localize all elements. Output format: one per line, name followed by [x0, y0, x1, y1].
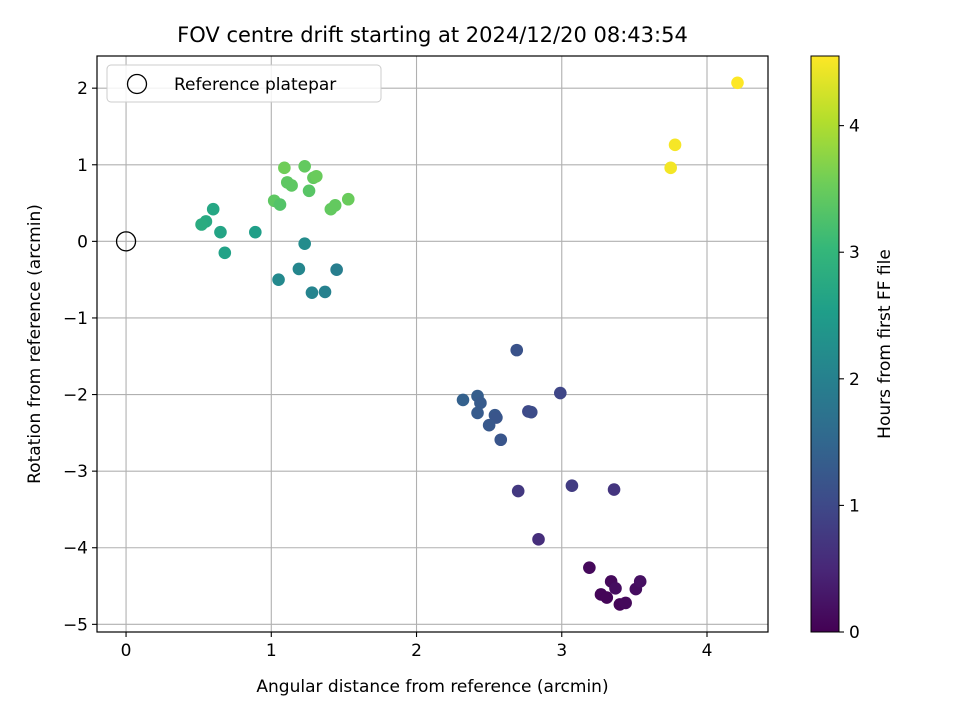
data-point — [482, 418, 496, 432]
chart-title: FOV centre drift starting at 2024/12/20 … — [177, 23, 688, 47]
colorbar-ticks: 0 1 2 3 4 — [839, 117, 860, 643]
x-tick-label: 0 — [121, 641, 132, 661]
data-point — [633, 575, 647, 588]
data-point — [330, 263, 343, 277]
data-point — [218, 246, 232, 260]
data-point — [494, 433, 508, 447]
data-point — [298, 237, 311, 250]
legend-label: Reference platepar — [174, 75, 336, 95]
colorbar-tick-label: 2 — [849, 370, 860, 390]
data-point — [310, 169, 323, 183]
colorbar-tick-label: 1 — [849, 496, 860, 516]
y-tick-label: −3 — [63, 462, 88, 482]
data-point — [474, 396, 487, 410]
colorbar-tick-label: 4 — [849, 117, 860, 137]
colorbar: 0 1 2 3 4 Hours from first FF file — [810, 55, 895, 643]
x-tick-label: 4 — [702, 641, 713, 661]
data-point — [292, 262, 306, 276]
data-point — [471, 406, 484, 420]
x-axis-label: Angular distance from reference (arcmin) — [256, 677, 608, 697]
data-point — [664, 161, 677, 175]
colorbar-label: Hours from first FF file — [875, 249, 895, 439]
data-point — [328, 199, 342, 212]
reference-point — [115, 231, 137, 252]
data-point — [607, 483, 621, 496]
data-point — [731, 76, 744, 90]
data-point — [524, 405, 538, 419]
data-point — [195, 218, 208, 231]
legend-box — [106, 64, 382, 103]
y-axis-label: Rotation from reference (arcmin) — [25, 204, 45, 484]
data-point — [272, 273, 285, 286]
data-point — [668, 138, 682, 152]
plot-frame — [96, 55, 769, 633]
data-point — [273, 198, 287, 211]
axis-ticks: 0 1 2 3 4 −5 −4 −3 −2 −1 0 1 2 — [63, 79, 712, 661]
data-point — [619, 596, 632, 610]
x-tick-label: 3 — [556, 641, 567, 661]
y-tick-label: −1 — [63, 309, 88, 329]
data-point — [532, 533, 545, 546]
data-point — [285, 179, 298, 192]
colorbar-gradient — [810, 55, 840, 633]
grid — [97, 56, 768, 632]
data-point — [278, 161, 291, 175]
data-point — [511, 484, 525, 498]
y-tick-label: 1 — [77, 156, 88, 176]
data-point — [305, 286, 319, 299]
y-tick-label: 2 — [77, 79, 88, 99]
y-tick-label: 0 — [77, 232, 88, 252]
x-tick-label: 1 — [266, 641, 277, 661]
data-point — [302, 184, 316, 198]
y-tick-label: −5 — [63, 615, 88, 635]
legend-marker-icon — [126, 73, 148, 95]
data-point — [554, 386, 567, 400]
legend: Reference platepar — [106, 64, 382, 103]
y-tick-label: −2 — [63, 386, 88, 406]
data-point — [609, 582, 622, 595]
y-tick-label: −4 — [63, 539, 88, 559]
data-point — [298, 159, 311, 173]
data-points — [115, 76, 744, 611]
data-point — [214, 225, 227, 239]
colorbar-tick-label: 3 — [849, 243, 860, 263]
data-point — [510, 343, 524, 357]
data-point — [456, 393, 470, 407]
colorbar-tick-label: 0 — [849, 623, 860, 643]
data-point — [565, 479, 579, 493]
data-point — [600, 591, 614, 604]
data-point — [206, 202, 220, 216]
data-point — [249, 225, 262, 239]
data-point — [583, 561, 596, 574]
data-point — [341, 192, 355, 206]
data-point — [318, 285, 332, 299]
x-tick-label: 2 — [411, 641, 422, 661]
